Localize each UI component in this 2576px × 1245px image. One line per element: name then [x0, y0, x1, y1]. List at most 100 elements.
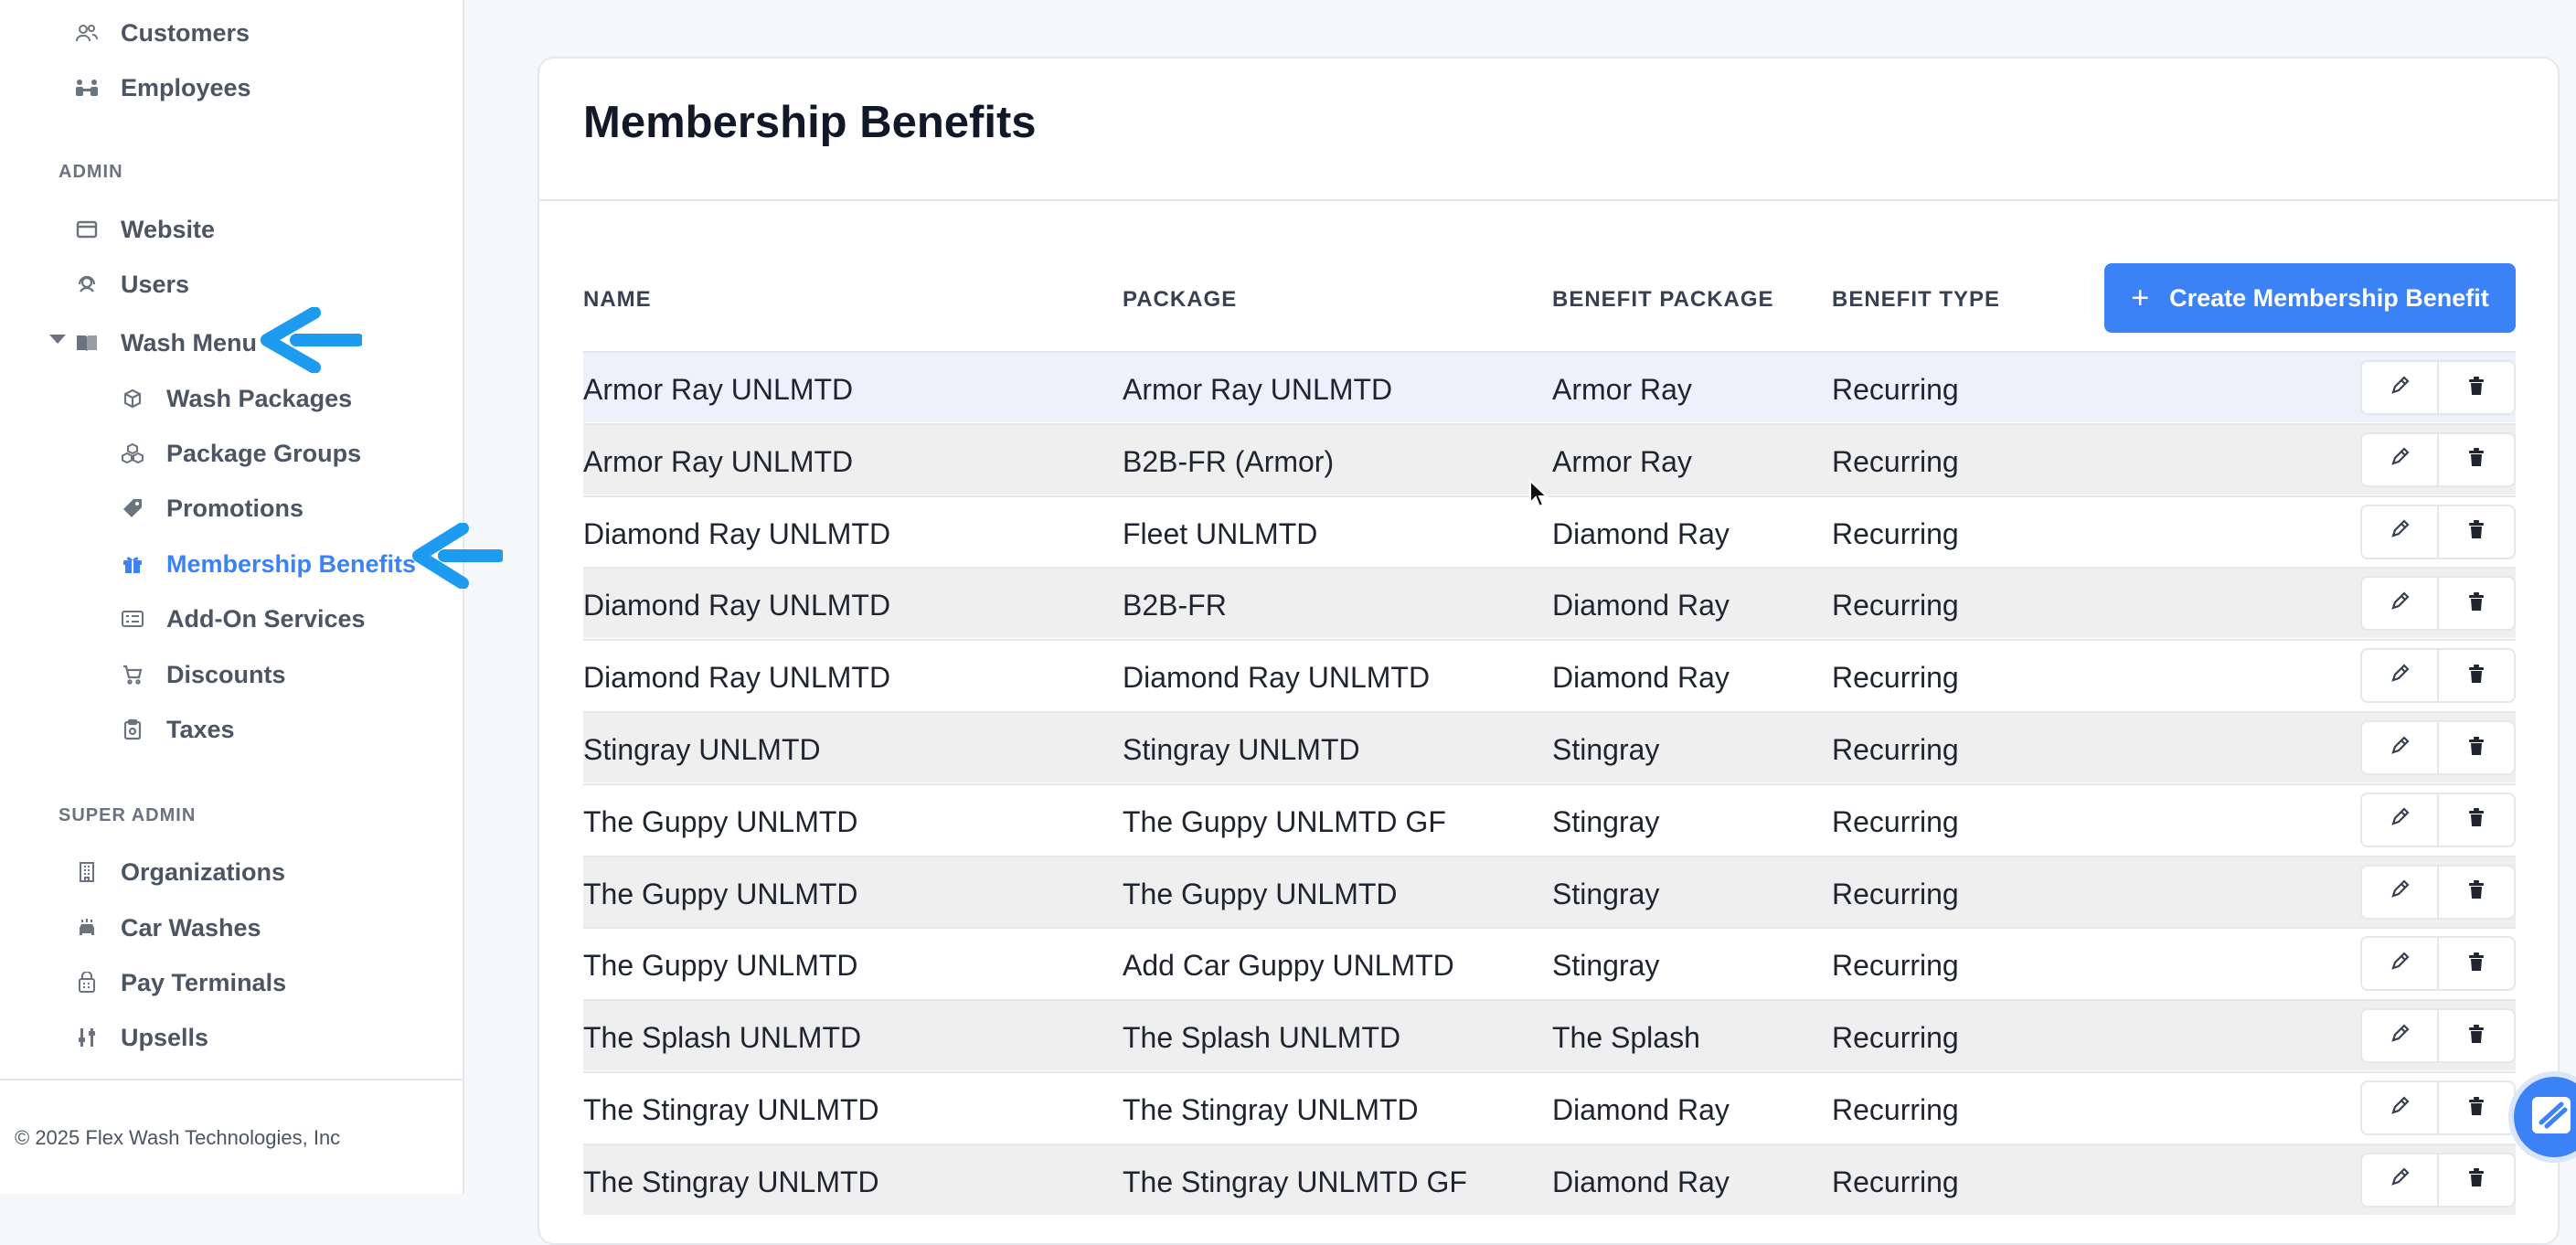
copyright-text: © 2025 Flex Wash Technologies, Inc: [15, 1126, 341, 1149]
edit-button[interactable]: [2362, 650, 2437, 701]
page-title: Membership Benefits: [583, 98, 1037, 147]
delete-button[interactable]: [2437, 938, 2514, 990]
cell-name: The Stingray UNLMTD: [583, 1165, 879, 1198]
column-header-benefit-type[interactable]: BENEFIT TYPE: [1832, 287, 2001, 312]
cell-benefit-type: Recurring: [1832, 877, 1959, 910]
column-header-benefit-package[interactable]: BENEFIT PACKAGE: [1552, 287, 1774, 312]
delete-button[interactable]: [2437, 433, 2514, 485]
sidebar-item-package-groups[interactable]: Package Groups: [119, 431, 361, 476]
table-row[interactable]: The Splash UNLMTD The Splash UNLMTD The Sp…: [583, 999, 2516, 1071]
edit-button[interactable]: [2362, 506, 2437, 558]
table-row[interactable]: Armor Ray UNLMTD Armor Ray UNLMTD Armor Ra…: [583, 351, 2516, 422]
table-row[interactable]: Stingray UNLMTD Stingray UNLMTD Stingray Re…: [583, 711, 2516, 782]
column-header-package[interactable]: PACKAGE: [1123, 287, 1238, 312]
delete-button[interactable]: [2437, 722, 2514, 773]
sidebar-item-label: Package Groups: [166, 439, 362, 467]
delete-button[interactable]: [2437, 1010, 2514, 1062]
delete-button[interactable]: [2437, 650, 2514, 702]
list-card-icon: [119, 605, 146, 633]
table-row[interactable]: Diamond Ray UNLMTD B2B-FR Diamond Ray Recur…: [583, 567, 2516, 639]
sidebar-item-label: Employees: [121, 73, 251, 101]
delete-button[interactable]: [2437, 866, 2514, 918]
cell-benefit-type: Recurring: [1832, 949, 1959, 983]
column-header-name[interactable]: NAME: [583, 287, 652, 312]
sidebar-item-wash-packages[interactable]: Wash Packages: [119, 376, 352, 421]
sidebar-footer: © 2025 Flex Wash Technologies, Inc: [0, 1079, 464, 1194]
pencil-icon: [2390, 807, 2410, 832]
row-actions: [2360, 576, 2516, 632]
sidebar-item-membership-benefits[interactable]: Membership Benefits: [119, 541, 416, 587]
table-row[interactable]: The Guppy UNLMTD The Guppy UNLMTD GF Sting…: [583, 782, 2516, 855]
mouse-cursor-icon: [1529, 479, 1549, 508]
cell-benefit-package: Stingray: [1552, 804, 1660, 838]
table-row[interactable]: The Guppy UNLMTD Add Car Guppy UNLMTD Stin…: [583, 927, 2516, 998]
table-row[interactable]: Diamond Ray UNLMTD Fleet UNLMTD Diamond Ra…: [583, 495, 2516, 567]
table-row[interactable]: Diamond Ray UNLMTD Diamond Ray UNLMTD Diam…: [583, 639, 2516, 710]
row-actions: [2360, 1152, 2516, 1208]
trash-icon: [2467, 952, 2486, 976]
sidebar-item-upsells[interactable]: Upsells: [73, 1015, 208, 1060]
table-row[interactable]: The Stingray UNLMTD The Stingray UNLMTD Di…: [583, 1071, 2516, 1143]
clipboard-icon: [119, 716, 146, 743]
edit-button[interactable]: [2362, 867, 2437, 918]
pencil-icon: [2390, 447, 2410, 472]
sidebar-item-customers[interactable]: Customers: [73, 10, 250, 56]
sidebar-item-pay-terminals[interactable]: Pay Terminals: [73, 960, 286, 1006]
cell-benefit-type: Recurring: [1832, 804, 1959, 838]
cell-package: The Guppy UNLMTD: [1123, 877, 1398, 910]
sidebar-item-add-on-services[interactable]: Add-On Services: [119, 596, 366, 642]
row-actions: [2360, 431, 2516, 487]
plus-icon: +: [2131, 280, 2150, 315]
sidebar-item-label: Car Washes: [121, 913, 261, 942]
sidebar-item-promotions[interactable]: Promotions: [119, 485, 303, 531]
create-membership-benefit-button[interactable]: + Create Membership Benefit: [2104, 263, 2516, 333]
edit-button[interactable]: [2362, 362, 2437, 413]
trash-icon: [2467, 879, 2486, 904]
table-row[interactable]: The Guppy UNLMTD The Guppy UNLMTD Stingray…: [583, 855, 2516, 927]
edit-button[interactable]: [2362, 722, 2437, 773]
cell-benefit-type: Recurring: [1832, 516, 1959, 550]
cell-benefit-package: Diamond Ray: [1552, 516, 1730, 550]
delete-button[interactable]: [2437, 1154, 2514, 1206]
user-headset-icon: [73, 271, 101, 298]
help-widget-button[interactable]: [2508, 1071, 2576, 1163]
trash-icon: [2467, 1024, 2486, 1048]
table-row[interactable]: The Stingray UNLMTD The Stingray UNLMTD G…: [583, 1143, 2516, 1215]
sidebar-item-car-washes[interactable]: Car Washes: [73, 905, 261, 951]
car-wash-icon: [73, 914, 101, 942]
sidebar-item-organizations[interactable]: Organizations: [73, 849, 285, 895]
sidebar-item-label: Promotions: [166, 494, 304, 522]
sidebar-item-label: Users: [121, 270, 190, 298]
sidebar-item-discounts[interactable]: Discounts: [119, 652, 286, 697]
edit-button[interactable]: [2362, 1010, 2437, 1061]
delete-button[interactable]: [2437, 578, 2514, 630]
delete-button[interactable]: [2437, 505, 2514, 558]
section-label-admin: ADMIN: [59, 162, 123, 182]
edit-button[interactable]: [2362, 1155, 2437, 1206]
row-actions: [2360, 504, 2516, 559]
edit-button[interactable]: [2362, 434, 2437, 485]
book-icon: [73, 329, 101, 356]
sidebar-item-taxes[interactable]: Taxes: [119, 707, 235, 752]
sidebar-item-website[interactable]: Website: [73, 207, 215, 252]
trash-icon: [2467, 736, 2486, 761]
sidebar-item-wash-menu[interactable]: Wash Menu: [73, 320, 257, 366]
edit-button[interactable]: [2362, 938, 2437, 989]
cell-package: Armor Ray UNLMTD: [1123, 373, 1393, 406]
edit-button[interactable]: [2362, 794, 2437, 846]
sidebar-item-employees[interactable]: Employees: [73, 65, 251, 111]
pencil-icon: [2390, 1167, 2410, 1192]
delete-button[interactable]: [2437, 1082, 2514, 1133]
row-actions: [2360, 720, 2516, 775]
row-actions: [2360, 864, 2516, 920]
sidebar-item-label: Pay Terminals: [121, 968, 287, 996]
delete-button[interactable]: [2437, 793, 2514, 846]
sidebar-item-users[interactable]: Users: [73, 261, 189, 307]
edit-button[interactable]: [2362, 578, 2437, 629]
chevron-down-icon[interactable]: [49, 335, 66, 344]
table-row[interactable]: Armor Ray UNLMTD B2B-FR (Armor) Armor Ray R…: [583, 422, 2516, 495]
edit-button[interactable]: [2362, 1082, 2437, 1133]
delete-button[interactable]: [2437, 362, 2514, 413]
sidebar-item-label: Website: [121, 215, 216, 243]
cell-benefit-package: The Splash: [1552, 1021, 1700, 1055]
